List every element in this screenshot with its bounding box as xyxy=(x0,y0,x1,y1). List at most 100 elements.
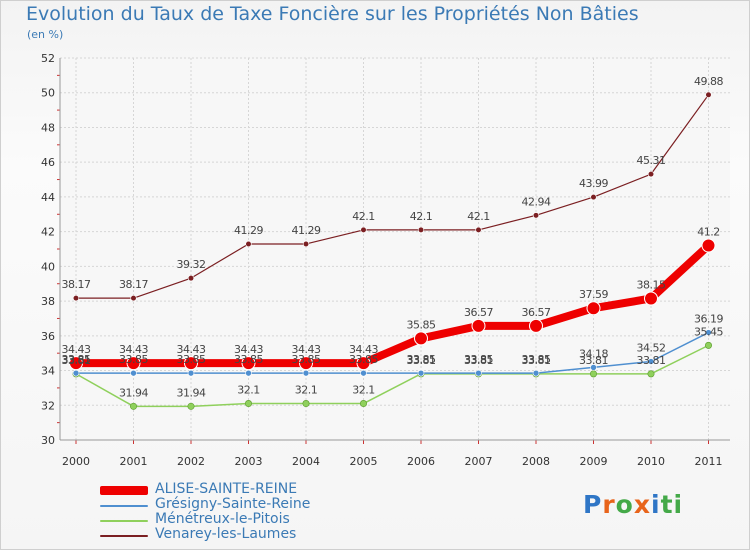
x-tick-label: 2010 xyxy=(637,455,665,468)
data-point-gresigny xyxy=(187,369,195,377)
data-label-venarey: 43.99 xyxy=(579,177,608,190)
data-point-menetreux xyxy=(245,400,253,408)
data-label-venarey: 39.32 xyxy=(177,258,206,271)
x-tick-label: 2000 xyxy=(62,455,90,468)
x-tick-label: 2004 xyxy=(292,455,320,468)
data-point-venarey xyxy=(590,193,597,201)
data-label-alise: 34.43 xyxy=(234,343,263,356)
data-label-menetreux: 33.81 xyxy=(522,354,551,367)
data-label-menetreux: 32.1 xyxy=(352,384,375,397)
data-label-alise: 34.43 xyxy=(119,343,148,356)
data-label-venarey: 38.17 xyxy=(62,278,91,291)
series-line-menetreux xyxy=(75,344,709,408)
data-point-venarey xyxy=(705,91,712,98)
y-tick-label: 34 xyxy=(41,365,55,378)
data-label-gresigny: 34.52 xyxy=(637,342,666,355)
data-label-venarey: 42.1 xyxy=(352,210,375,223)
x-tick-label: 2007 xyxy=(465,455,493,468)
legend-swatch-venarey xyxy=(100,535,148,537)
proxiti-logo: Proxiti xyxy=(583,490,684,519)
data-point-menetreux xyxy=(704,341,712,349)
data-label-venarey: 41.29 xyxy=(234,224,263,237)
y-tick-label: 50 xyxy=(41,87,55,100)
data-label-menetreux: 31.94 xyxy=(119,386,148,399)
data-point-gresigny xyxy=(532,369,540,377)
data-label-menetreux: 32.1 xyxy=(295,384,318,397)
data-label-gresigny: 33.85 xyxy=(522,353,551,366)
legend-swatch-gresigny xyxy=(100,505,148,507)
data-label-gresigny: 33.85 xyxy=(292,353,321,366)
data-label-venarey: 41.29 xyxy=(292,224,321,237)
data-point-alise xyxy=(529,318,543,333)
data-point-venarey xyxy=(532,212,540,219)
y-tick-label: 36 xyxy=(41,330,55,343)
data-point-gresigny xyxy=(590,364,597,371)
data-point-venarey xyxy=(417,226,425,233)
data-point-menetreux xyxy=(359,400,367,408)
data-label-menetreux: 33.81 xyxy=(62,354,91,367)
data-point-alise xyxy=(644,291,658,306)
data-label-gresigny: 33.85 xyxy=(407,353,436,366)
data-label-menetreux: 33.81 xyxy=(637,354,666,367)
data-label-alise: 34.43 xyxy=(177,343,206,356)
y-tick-label: 48 xyxy=(41,121,55,134)
data-label-gresigny: 33.85 xyxy=(62,353,91,366)
y-axis-unit-label: (en %) xyxy=(27,28,64,41)
data-point-gresigny xyxy=(647,358,655,365)
y-tick-label: 32 xyxy=(41,399,55,412)
data-label-gresigny: 36.19 xyxy=(694,313,723,326)
data-point-gresigny xyxy=(475,369,482,377)
data-point-gresigny xyxy=(302,369,310,377)
data-point-gresigny xyxy=(705,329,712,336)
data-point-venarey xyxy=(360,226,367,233)
chart-title: Evolution du Taux de Taxe Foncière sur l… xyxy=(26,3,639,25)
x-tick-label: 2011 xyxy=(695,455,723,468)
data-label-menetreux: 31.94 xyxy=(177,386,206,399)
x-tick-label: 2005 xyxy=(350,455,378,468)
data-label-venarey: 45.31 xyxy=(637,154,666,167)
legend-label-alise: ALISE-SAINTE-REINE xyxy=(155,481,298,497)
x-tick-label: 2003 xyxy=(235,455,263,468)
y-tick-label: 46 xyxy=(41,156,55,169)
legend-label-gresigny: Grésigny-Sainte-Reine xyxy=(155,496,311,512)
data-label-alise: 34.43 xyxy=(292,343,321,356)
data-point-menetreux xyxy=(302,400,310,408)
data-point-alise xyxy=(299,356,313,371)
x-tick-label: 2006 xyxy=(407,455,435,468)
data-point-gresigny xyxy=(72,369,80,377)
data-label-gresigny: 34.18 xyxy=(579,347,608,360)
data-label-alise: 36.57 xyxy=(522,306,551,319)
x-tick-label: 2009 xyxy=(580,455,608,468)
x-tick-label: 2008 xyxy=(522,455,550,468)
data-point-venarey xyxy=(72,295,80,302)
data-point-venarey xyxy=(130,295,137,302)
y-tick-label: 52 xyxy=(41,52,55,65)
data-point-alise xyxy=(586,301,601,316)
data-label-gresigny: 33.85 xyxy=(464,353,493,366)
data-point-gresigny xyxy=(245,369,252,377)
data-label-gresigny: 33.85 xyxy=(234,353,263,366)
legend-swatch-menetreux xyxy=(100,520,148,522)
data-label-gresigny: 33.85 xyxy=(177,353,206,366)
data-label-menetreux: 35.45 xyxy=(694,325,723,338)
data-label-venarey: 42.94 xyxy=(522,195,551,208)
data-point-alise xyxy=(414,331,428,346)
data-point-alise xyxy=(356,356,371,371)
data-point-alise xyxy=(241,356,256,371)
plot-area xyxy=(60,58,730,440)
series-line-alise xyxy=(76,242,712,368)
data-point-menetreux xyxy=(187,402,195,410)
data-label-venarey: 49.88 xyxy=(694,75,723,88)
data-label-alise: 36.57 xyxy=(464,306,493,319)
y-tick-label: 40 xyxy=(41,260,55,273)
data-point-gresigny xyxy=(130,369,137,377)
data-point-alise xyxy=(126,356,141,371)
y-tick-label: 38 xyxy=(41,295,55,308)
data-label-alise: 35.85 xyxy=(407,318,436,331)
data-label-alise: 41.2 xyxy=(697,226,720,239)
data-point-menetreux xyxy=(589,370,597,378)
data-label-alise: 38.15 xyxy=(637,278,666,291)
y-tick-label: 30 xyxy=(41,434,55,447)
data-point-gresigny xyxy=(417,369,425,377)
x-tick-label: 2001 xyxy=(120,455,148,468)
